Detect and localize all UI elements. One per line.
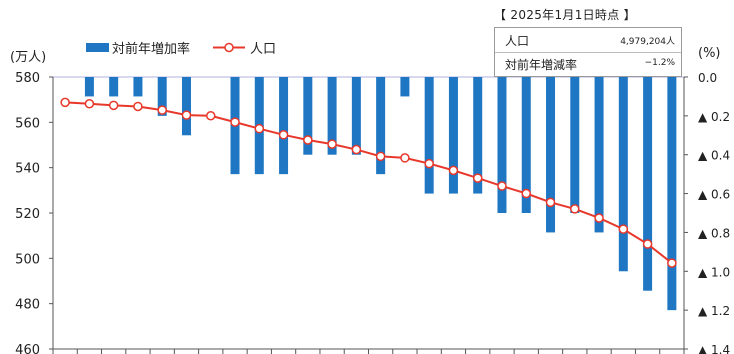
line-point [60,97,70,108]
left-tick-label: 520 [15,207,40,222]
legend-line-marker [224,42,234,53]
left-axis-ticks: 460 480 500 520 540 560 580 [15,71,53,354]
legend-bar-swatch [86,43,109,52]
right-tick-label: ▲ 0.2 [698,110,730,124]
bar [181,77,191,136]
population-line [65,101,673,264]
line-point [254,123,265,134]
line-point [181,110,192,120]
line-point [206,111,216,121]
right-tick-label: ▲ 0.4 [698,149,730,163]
rate-label: 対前年増減率 [505,58,578,72]
line-point [642,239,653,249]
line-point [424,158,434,169]
info-title: 【 2025年1月1日時点 】 [494,8,636,22]
left-tick-label: 460 [15,343,40,354]
line-point [545,197,556,208]
bar [594,77,604,233]
bar [521,77,531,213]
bar [84,77,94,97]
rate-value: −1.2% [644,58,675,68]
line-point [133,101,143,112]
bar [546,77,556,233]
line-point [618,224,629,234]
bar [497,77,507,213]
bar [351,77,361,155]
bar [570,77,580,213]
population-value: 4,979,204人 [620,37,675,47]
right-tick-label: ▲ 1.4 [698,343,730,354]
line-point [84,98,95,109]
bar [376,77,386,175]
right-tick-label: ▲ 1.2 [698,304,730,318]
bar [643,77,653,291]
left-axis-unit: (万人) [10,50,47,65]
line-point [448,165,459,176]
line-point [497,181,507,191]
right-tick-label: ▲ 0.8 [698,226,730,240]
left-tick-label: 500 [15,252,40,267]
bar [424,77,434,194]
bar [109,77,119,97]
population-label: 人口 [505,34,530,48]
bar [157,77,167,116]
bar [618,77,628,272]
right-tick-label: 0.0 [698,71,717,85]
info-row-population: 人口 4,979,204人 [495,28,681,53]
right-tick-label: ▲ 1.0 [698,265,730,279]
right-tick-label: ▲ 0.6 [698,188,730,202]
left-tick-label: 560 [15,116,40,131]
line-point [230,117,240,127]
line-point [400,153,410,163]
bar [400,77,410,97]
line-point [472,173,483,183]
bar [473,77,483,194]
line-point [303,135,313,145]
line-series [60,97,677,268]
line-point [157,105,167,115]
line-point [570,204,580,214]
info-box: 人口 4,979,204人 対前年増減率 −1.2% [494,27,682,77]
line-point [667,258,677,268]
x-axis-ticks [52,349,685,354]
bar [303,77,313,155]
legend-bar-label: 対前年増加率 [112,42,191,57]
right-axis-ticks: 0.0 ▲ 0.2 ▲ 0.4 ▲ 0.6 ▲ 0.8 ▲ 1.0 ▲ 1.2 ▲ 1.4 [684,71,730,354]
gridlines [52,76,685,350]
info-row-rate: 対前年増減率 −1.2% [495,52,681,76]
bar [448,77,458,194]
line-point [278,130,289,140]
line-point [351,144,362,155]
bar [279,77,289,175]
line-point [594,213,604,223]
line-point [521,188,531,199]
legend-line-label: 人口 [250,42,277,57]
line-point [375,151,386,162]
right-axis-unit: (%) [698,46,721,61]
line-point [108,100,119,111]
bar [667,77,677,311]
legend-marks [86,42,245,53]
left-tick-label: 480 [15,298,40,313]
line-point [327,139,337,149]
left-tick-label: 580 [15,71,40,86]
bar [133,77,143,97]
bar [327,77,337,155]
left-tick-label: 540 [15,162,40,177]
